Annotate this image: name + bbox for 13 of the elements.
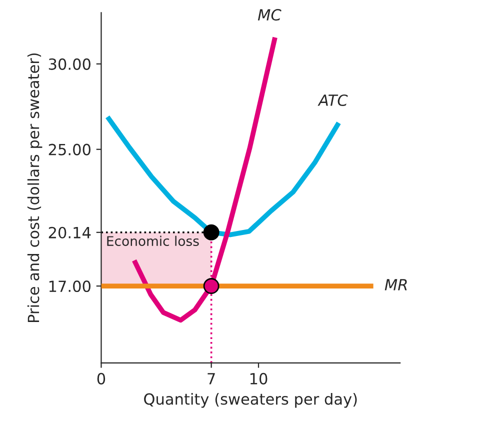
y-tick-label: 17.00 — [49, 280, 90, 292]
series-label: MC — [258, 9, 282, 21]
y-tick-label: 20.14 — [48, 226, 91, 238]
y-tick-label: 25.00 — [48, 144, 90, 156]
y-tick-label: 30.00 — [48, 58, 90, 70]
x-tick-label: 7 — [208, 373, 215, 384]
x-axis-title: Quantity (sweaters per day) — [144, 392, 357, 408]
series-label: MR — [384, 279, 407, 290]
band-label: Economic loss — [107, 236, 199, 246]
y-axis-title: Price and cost (dollars per sweater) — [27, 53, 42, 322]
x-tick-label: 10 — [250, 372, 268, 384]
x-tick-label: 0 — [97, 372, 106, 384]
series-label: ATC — [318, 94, 348, 106]
